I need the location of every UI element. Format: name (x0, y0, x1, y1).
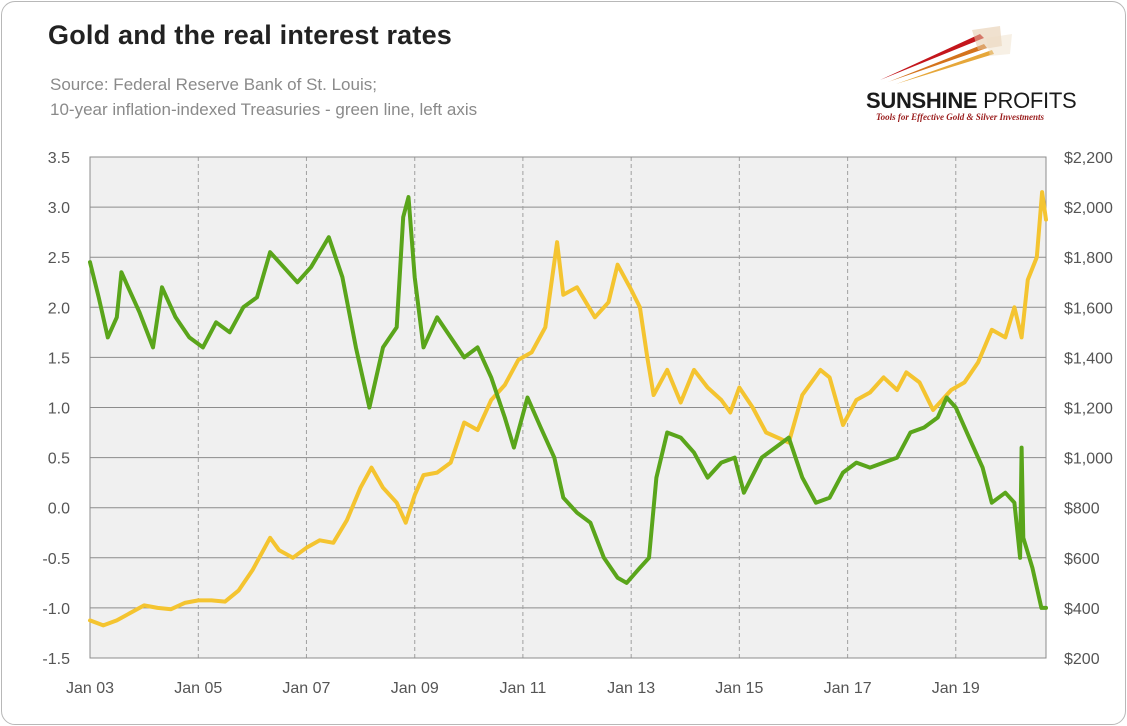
x-tick-label: Jan 17 (824, 680, 872, 697)
y-right-tick-label: $400 (1064, 601, 1100, 618)
series-line-real-rates (88, 195, 1048, 610)
y-left-tick-label: 2.0 (48, 300, 70, 317)
logo-swoosh-icon (880, 26, 1012, 84)
logo-name-thin: PROFITS (977, 88, 1077, 113)
x-tick-label: Jan 19 (932, 680, 980, 697)
y-left-tick-label: -1.5 (42, 651, 70, 668)
logo-name-bold: SUNSHINE (866, 88, 978, 113)
y-left-tick-label: 1.0 (48, 401, 70, 418)
sunshine-profits-logo: SUNSHINE PROFITS Tools for Effective Gol… (862, 24, 1092, 124)
y-left-tick-label: 2.5 (48, 250, 70, 267)
y-right-tick-label: $800 (1064, 501, 1100, 518)
subtitle-line-series-note: 10-year inflation-indexed Treasuries - g… (50, 100, 478, 119)
y-right-tick-label: $1,200 (1064, 401, 1113, 418)
plot-border (89, 156, 1047, 659)
x-tick-label: Jan 15 (715, 680, 763, 697)
x-tick-label: Jan 13 (607, 680, 655, 697)
x-tick-label: Jan 09 (391, 680, 439, 697)
y-right-tick-label: $1,800 (1064, 250, 1113, 267)
y-right-tick-label: $2,200 (1064, 150, 1113, 167)
x-tick-label: Jan 07 (282, 680, 330, 697)
y-right-tick-label: $1,600 (1064, 300, 1113, 317)
y-left-tick-label: -0.5 (42, 551, 70, 568)
y-right-tick-label: $1,400 (1064, 350, 1113, 367)
logo-tagline: Tools for Effective Gold & Silver Invest… (876, 112, 1044, 122)
y-left-tick-label: 3.0 (48, 200, 70, 217)
chart-title: Gold and the real interest rates (48, 20, 453, 50)
y-right-tick-label: $600 (1064, 551, 1100, 568)
logo-name: SUNSHINE PROFITS (866, 88, 1077, 114)
y-left-tick-label: 0.5 (48, 451, 70, 468)
y-left-tick-label: 3.5 (48, 150, 70, 167)
y-right-tick-label: $1,000 (1064, 451, 1113, 468)
y-left-tick-label: -1.0 (42, 601, 70, 618)
x-tick-label: Jan 03 (66, 680, 114, 697)
y-right-tick-label: $200 (1064, 651, 1100, 668)
x-tick-label: Jan 11 (499, 680, 546, 697)
y-left-tick-label: 1.5 (48, 350, 70, 367)
subtitle-line-source: Source: Federal Reserve Bank of St. Loui… (50, 75, 377, 94)
chart-subtitle: Source: Federal Reserve Bank of St. Loui… (50, 72, 477, 122)
y-left-tick-label: 0.0 (48, 501, 70, 518)
x-tick-label: Jan 05 (174, 680, 222, 697)
y-right-tick-label: $2,000 (1064, 200, 1113, 217)
series-line-gold-price (88, 190, 1048, 628)
